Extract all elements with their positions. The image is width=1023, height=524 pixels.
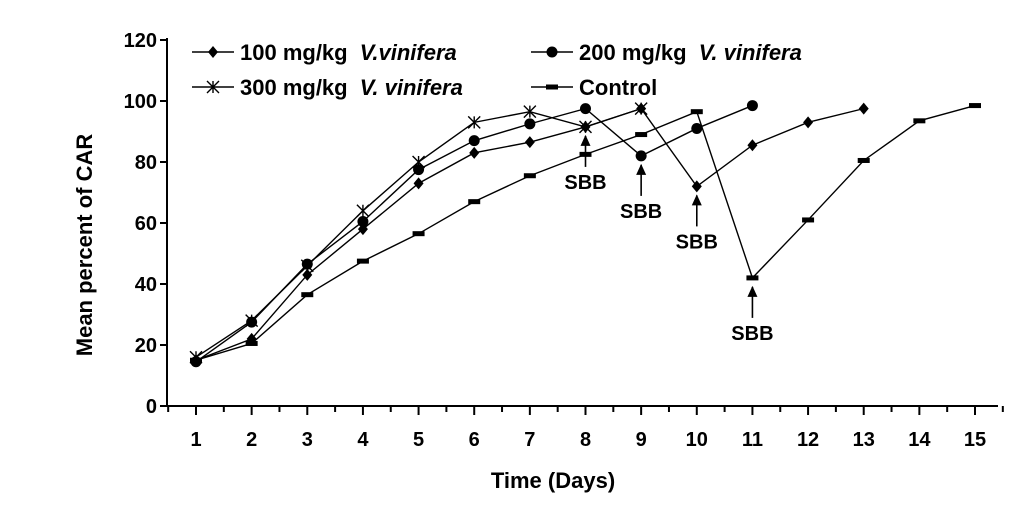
series-2-point	[635, 150, 647, 162]
legend-marker	[208, 46, 218, 58]
x-tick-label: 1	[190, 429, 201, 451]
series-2-point	[524, 118, 536, 130]
annotation-arrowhead	[691, 194, 702, 206]
legend-item: Control	[531, 75, 657, 100]
sbb-annotation: SBB	[564, 134, 607, 194]
y-tick-label: 120	[124, 30, 157, 52]
series-1-point	[524, 136, 535, 149]
legend-label: Control	[579, 75, 657, 100]
y-tick-label: 0	[146, 396, 157, 418]
x-tick-label: 7	[524, 429, 535, 451]
series-2-point	[413, 164, 425, 176]
series-3-point	[523, 105, 537, 119]
series-4-point	[969, 103, 981, 109]
x-tick-label: 12	[797, 429, 819, 451]
x-tick-label: 5	[413, 429, 424, 451]
legend-label: 200 mg/kg V. vinifera	[579, 40, 802, 65]
series-3-point	[245, 314, 259, 328]
series-1-point	[302, 268, 313, 281]
legend-label-text: Control	[579, 75, 657, 100]
sbb-annotation: SBB	[676, 194, 718, 253]
series-3-point	[412, 155, 426, 169]
series-2	[190, 100, 758, 368]
series-3-point	[356, 204, 370, 218]
x-tick-label: 4	[357, 429, 369, 451]
sbb-annotation: SBB	[620, 163, 662, 223]
legend-item: 200 mg/kg V. vinifera	[531, 40, 802, 65]
annotation-arrowhead	[636, 163, 647, 175]
series-1-point	[747, 139, 758, 152]
y-tick-label: 80	[135, 152, 157, 174]
legend-label-species: V. vinifera	[360, 75, 463, 100]
annotation-arrowhead	[747, 285, 758, 297]
legend-marker	[206, 80, 220, 94]
x-tick-label: 6	[469, 429, 480, 451]
legend-label-text: 300 mg/kg	[240, 75, 354, 100]
annotation-label: SBB	[564, 172, 606, 194]
x-tick-label: 8	[580, 429, 591, 451]
legend-label-text: 200 mg/kg	[579, 40, 693, 65]
x-tick-label: 10	[686, 429, 708, 451]
series-1-point	[803, 116, 814, 129]
series-4-point	[301, 292, 314, 298]
series-2-point	[746, 100, 758, 112]
legend-label-text: 100 mg/kg	[240, 40, 354, 65]
series-2-point	[580, 103, 591, 115]
legend-label-species: V.vinifera	[360, 40, 457, 65]
legend-item: 300 mg/kg V. vinifera	[192, 75, 463, 100]
series-4-point	[690, 109, 703, 115]
y-tick-label: 100	[124, 91, 157, 113]
series-4-point	[468, 199, 481, 205]
legend: 100 mg/kg V.vinifera 200 mg/kg V. vinifer…	[192, 40, 802, 100]
legend-marker	[546, 46, 558, 58]
x-tick-label: 13	[853, 429, 875, 451]
y-tick-label: 40	[135, 274, 157, 296]
x-tick-label: 14	[908, 429, 931, 451]
series-2-point	[468, 135, 480, 147]
legend-label: 300 mg/kg V. vinifera	[240, 75, 463, 100]
annotation-arrowhead	[580, 134, 591, 146]
series-4-point	[190, 357, 202, 363]
x-tick-label: 11	[742, 429, 763, 451]
series-4-point	[857, 157, 870, 163]
annotation-label: SBB	[731, 323, 773, 345]
series-4-point	[356, 258, 369, 264]
series-3-point	[579, 120, 592, 134]
series-4-point	[523, 173, 536, 179]
series-1-point	[691, 180, 702, 193]
series-3	[189, 102, 648, 364]
legend-label: 100 mg/kg V.vinifera	[240, 40, 457, 65]
legend-label-species: V. vinifera	[699, 40, 802, 65]
y-axis-title: Mean percent of CAR	[72, 134, 97, 357]
x-tick-label: 2	[246, 429, 257, 451]
series-3-point	[467, 115, 481, 129]
legend-marker	[546, 84, 558, 90]
annotation-label: SBB	[620, 201, 662, 223]
series-1-point	[858, 102, 869, 115]
series-3-point	[634, 102, 648, 116]
y-tick-label: 60	[135, 213, 157, 235]
sbb-annotation: SBB	[731, 285, 774, 345]
legend-item: 100 mg/kg V.vinifera	[192, 40, 457, 65]
series-4-point	[746, 275, 759, 281]
series-4-point	[412, 231, 425, 237]
series-4-point	[635, 132, 648, 138]
series-2-point	[357, 215, 369, 227]
x-tick-label: 9	[636, 429, 647, 451]
annotation-label: SBB	[676, 231, 718, 253]
x-tick-label: 15	[964, 429, 986, 451]
series-1-point	[469, 146, 480, 159]
series-4-point	[245, 340, 258, 346]
series-3-point	[300, 259, 314, 273]
series-4-point	[913, 118, 926, 124]
series-4-point	[802, 217, 815, 223]
y-tick-label: 20	[135, 335, 157, 357]
series-1-point	[413, 177, 424, 190]
x-axis-title: Time (Days)	[491, 468, 615, 493]
x-tick-label: 3	[302, 429, 313, 451]
series-2-point	[691, 122, 703, 134]
